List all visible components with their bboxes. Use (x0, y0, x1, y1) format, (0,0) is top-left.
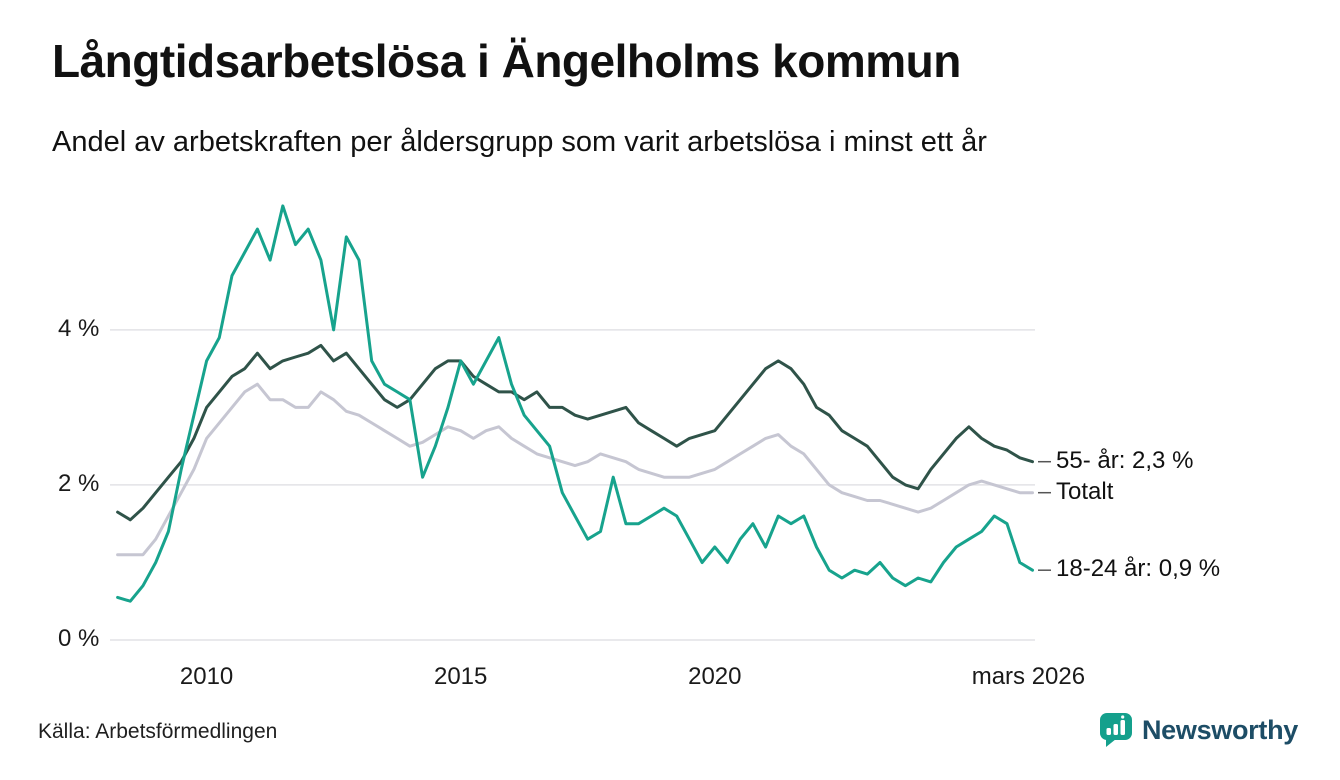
y-tick-label-4: 4 % (58, 314, 100, 342)
newsworthy-logo-icon (1099, 713, 1132, 747)
newsworthy-brand: Newsworthy (1099, 712, 1298, 748)
series-line-55-ar (116, 343, 1034, 522)
series-line-totalt (116, 382, 1034, 557)
y-tick-label-2: 2 % (58, 469, 100, 497)
page-subtitle: Andel av arbetskraften per åldersgrupp s… (52, 126, 987, 158)
series-line-18-24-ar (116, 204, 1034, 603)
series-end-label-55-ar: 55- år: 2,3 % (1056, 446, 1194, 474)
page-title: Långtidsarbetslösa i Ängelholms kommun (52, 35, 961, 87)
x-tick-label-2020: 2020 (688, 663, 742, 690)
x-tick-label-2015: 2015 (433, 663, 488, 690)
y-tick-label-0: 0 % (58, 625, 100, 652)
source-note: Källa: Arbetsförmedlingen (38, 720, 278, 743)
series-end-label-18-24-ar: 18-24 år: 0,9 % (1056, 555, 1221, 583)
x-tick-label-2010: 2010 (179, 663, 234, 690)
newsworthy-wordmark: Newsworthy (1141, 714, 1298, 745)
x-tick-label-mars-2026: mars 2026 (971, 663, 1086, 690)
series-end-label-totalt: Totalt (1056, 477, 1114, 505)
